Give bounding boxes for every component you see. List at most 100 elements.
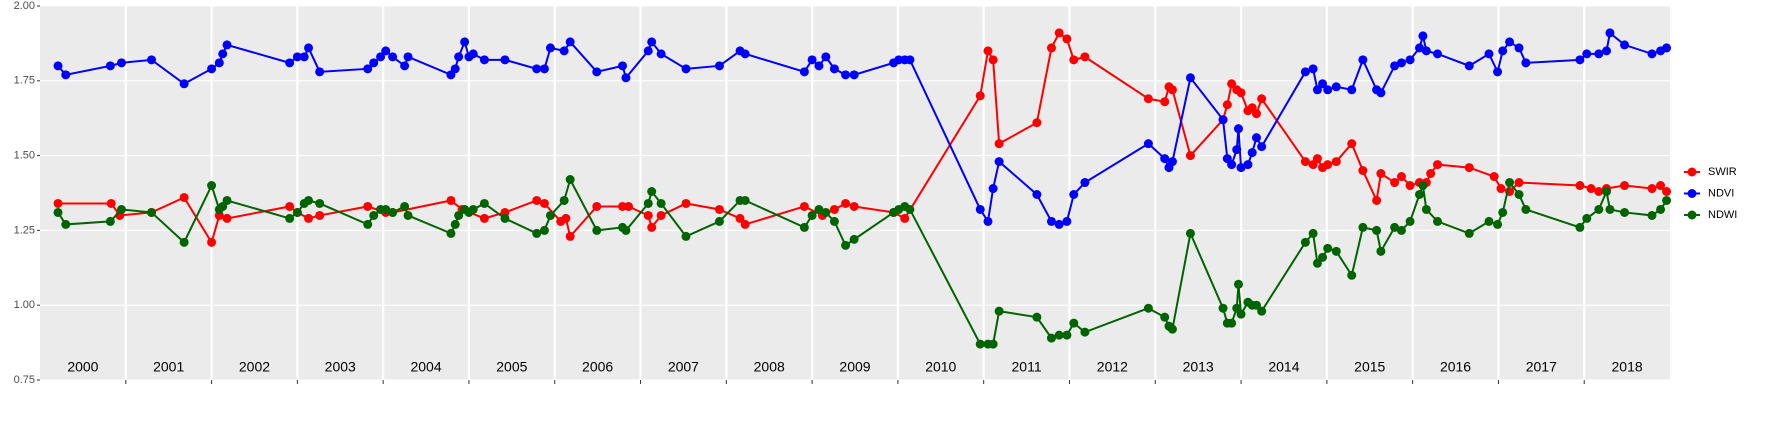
data-point bbox=[1433, 216, 1443, 226]
data-point bbox=[975, 91, 985, 101]
year-label: 2006 bbox=[582, 359, 613, 375]
data-point bbox=[218, 49, 228, 59]
data-point bbox=[714, 204, 724, 214]
data-point bbox=[1493, 67, 1503, 77]
data-point bbox=[829, 64, 839, 74]
data-point bbox=[1358, 222, 1368, 232]
legend-key-point bbox=[1687, 189, 1697, 198]
year-label: 2011 bbox=[1012, 359, 1042, 375]
data-point bbox=[1602, 187, 1612, 197]
data-point bbox=[1227, 160, 1237, 170]
data-point bbox=[1062, 34, 1072, 44]
data-point bbox=[1594, 187, 1604, 197]
data-point bbox=[735, 213, 745, 223]
data-point bbox=[53, 198, 63, 208]
data-point bbox=[545, 210, 555, 220]
data-point bbox=[1054, 330, 1064, 340]
data-point bbox=[1464, 61, 1474, 71]
data-point bbox=[1358, 55, 1368, 65]
data-point bbox=[592, 225, 602, 235]
data-point bbox=[1493, 219, 1503, 229]
data-point bbox=[849, 201, 859, 211]
data-point bbox=[1300, 157, 1310, 167]
data-point bbox=[994, 157, 1004, 167]
data-point bbox=[479, 198, 489, 208]
year-label: 2017 bbox=[1526, 359, 1557, 375]
year-label: 2012 bbox=[1097, 359, 1128, 375]
y-tick-label: 2.00 bbox=[14, 0, 35, 12]
data-point bbox=[1300, 237, 1310, 247]
data-point bbox=[315, 210, 325, 220]
data-point bbox=[403, 210, 413, 220]
data-point bbox=[1143, 94, 1153, 104]
data-point bbox=[479, 55, 489, 65]
data-point bbox=[647, 222, 657, 232]
year-label: 2016 bbox=[1440, 359, 1471, 375]
data-point bbox=[500, 55, 510, 65]
year-label: 2001 bbox=[153, 359, 184, 375]
data-point bbox=[1323, 243, 1333, 253]
legend-key-point bbox=[1687, 167, 1697, 177]
data-point bbox=[740, 49, 750, 59]
data-point bbox=[1405, 55, 1415, 65]
data-point bbox=[592, 67, 602, 77]
data-point bbox=[1312, 85, 1322, 95]
y-tick-label: 1.75 bbox=[14, 75, 35, 87]
data-point bbox=[1464, 163, 1474, 173]
data-point bbox=[446, 228, 456, 238]
data-point bbox=[1236, 163, 1246, 173]
data-point bbox=[222, 213, 232, 223]
data-point bbox=[1647, 184, 1657, 194]
data-point bbox=[1062, 330, 1072, 340]
data-point bbox=[1421, 204, 1431, 214]
data-point bbox=[369, 58, 379, 68]
data-point bbox=[1514, 189, 1524, 199]
data-point bbox=[1405, 216, 1415, 226]
data-point bbox=[841, 70, 851, 80]
data-point bbox=[1496, 184, 1506, 194]
data-point bbox=[285, 58, 295, 68]
data-point bbox=[1143, 139, 1153, 149]
data-point bbox=[643, 46, 653, 56]
data-point bbox=[500, 213, 510, 223]
data-point bbox=[1232, 145, 1242, 155]
data-point bbox=[106, 198, 116, 208]
data-point bbox=[147, 55, 157, 65]
data-point bbox=[1376, 169, 1386, 179]
data-point bbox=[1405, 181, 1415, 191]
data-point bbox=[304, 195, 314, 205]
data-point bbox=[1227, 318, 1237, 328]
data-point bbox=[1347, 139, 1357, 149]
data-point bbox=[1418, 31, 1428, 41]
legend-key-point bbox=[1687, 210, 1697, 220]
data-point bbox=[714, 216, 724, 226]
data-point bbox=[1521, 58, 1531, 68]
data-point bbox=[1218, 303, 1228, 313]
data-point bbox=[829, 216, 839, 226]
data-point bbox=[975, 339, 985, 349]
data-point bbox=[814, 61, 824, 71]
data-point bbox=[468, 204, 478, 214]
data-point bbox=[1227, 79, 1237, 89]
data-point bbox=[1167, 157, 1177, 167]
data-point bbox=[1418, 181, 1428, 191]
data-point bbox=[1069, 318, 1079, 328]
data-point bbox=[1046, 216, 1056, 226]
data-point bbox=[450, 219, 460, 229]
data-point bbox=[1647, 49, 1657, 59]
data-point bbox=[621, 225, 631, 235]
data-point bbox=[539, 64, 549, 74]
data-point bbox=[1605, 204, 1615, 214]
data-point bbox=[1662, 187, 1672, 197]
data-point bbox=[807, 55, 817, 65]
data-point bbox=[105, 61, 115, 71]
data-point bbox=[1656, 181, 1666, 191]
year-label: 2002 bbox=[239, 359, 270, 375]
data-point bbox=[1080, 327, 1090, 337]
y-tick-label: 1.00 bbox=[14, 299, 35, 311]
data-point bbox=[315, 198, 325, 208]
data-point bbox=[1032, 312, 1042, 322]
year-label: 2007 bbox=[668, 359, 699, 375]
data-point bbox=[647, 37, 657, 47]
